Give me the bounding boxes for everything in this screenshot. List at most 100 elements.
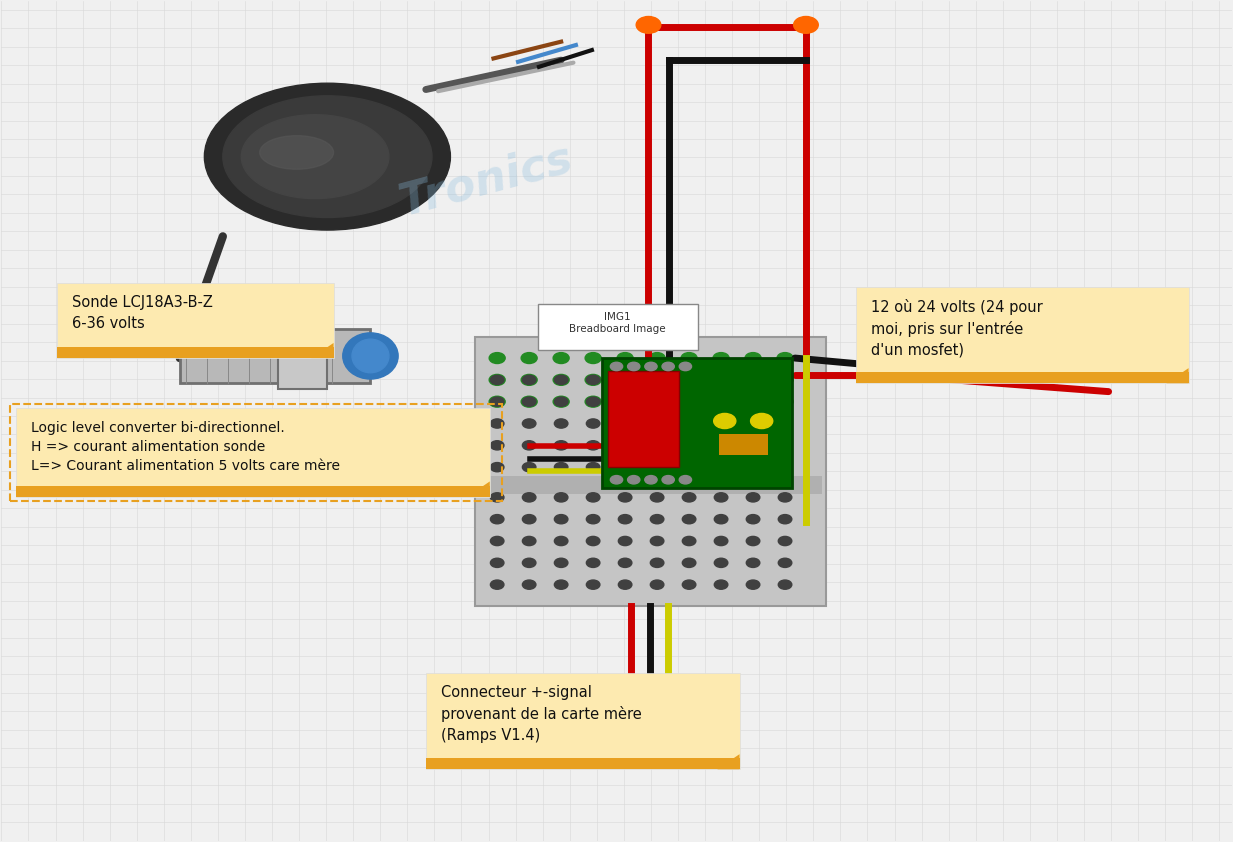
Circle shape <box>618 376 631 385</box>
FancyBboxPatch shape <box>608 370 679 467</box>
Ellipse shape <box>351 339 388 373</box>
Circle shape <box>682 376 695 385</box>
Circle shape <box>618 462 631 472</box>
Circle shape <box>714 419 727 428</box>
Circle shape <box>554 353 570 364</box>
Circle shape <box>778 419 792 428</box>
Circle shape <box>618 558 631 568</box>
Circle shape <box>778 580 792 589</box>
FancyBboxPatch shape <box>57 347 334 358</box>
FancyBboxPatch shape <box>180 328 370 383</box>
Circle shape <box>555 558 568 568</box>
Circle shape <box>490 375 506 386</box>
Circle shape <box>491 440 504 450</box>
Circle shape <box>778 440 792 450</box>
Circle shape <box>587 580 600 589</box>
Circle shape <box>587 514 600 524</box>
Circle shape <box>522 397 538 408</box>
Circle shape <box>746 493 760 502</box>
Circle shape <box>628 476 640 484</box>
Circle shape <box>650 462 663 472</box>
Circle shape <box>610 476 623 484</box>
Circle shape <box>523 462 536 472</box>
Polygon shape <box>467 482 490 497</box>
Text: Logic level converter bi-directionnel.
H => courant alimentation sonde
L=> Coura: Logic level converter bi-directionnel. H… <box>31 421 340 473</box>
Circle shape <box>587 419 600 428</box>
Circle shape <box>586 375 602 386</box>
Circle shape <box>682 493 695 502</box>
Circle shape <box>650 440 663 450</box>
Circle shape <box>794 17 819 34</box>
Circle shape <box>587 397 600 407</box>
Circle shape <box>714 462 727 472</box>
Circle shape <box>746 376 760 385</box>
Circle shape <box>682 580 695 589</box>
Circle shape <box>682 558 695 568</box>
Circle shape <box>714 413 736 429</box>
FancyBboxPatch shape <box>614 738 682 761</box>
Circle shape <box>618 493 631 502</box>
Circle shape <box>523 493 536 502</box>
Circle shape <box>587 376 600 385</box>
Circle shape <box>714 376 727 385</box>
Circle shape <box>554 375 570 386</box>
Circle shape <box>714 397 727 407</box>
Circle shape <box>751 413 773 429</box>
Circle shape <box>618 745 630 754</box>
Circle shape <box>650 580 663 589</box>
Circle shape <box>555 419 568 428</box>
Circle shape <box>586 397 602 408</box>
Circle shape <box>645 362 657 370</box>
Circle shape <box>491 376 504 385</box>
Circle shape <box>618 440 631 450</box>
Circle shape <box>777 397 793 408</box>
Circle shape <box>745 375 761 386</box>
Circle shape <box>746 558 760 568</box>
Circle shape <box>628 362 640 370</box>
Circle shape <box>681 397 697 408</box>
FancyBboxPatch shape <box>16 408 490 497</box>
Circle shape <box>491 397 504 407</box>
Circle shape <box>637 745 650 754</box>
Ellipse shape <box>260 136 334 169</box>
Circle shape <box>649 353 665 364</box>
Circle shape <box>586 353 602 364</box>
Circle shape <box>523 419 536 428</box>
Ellipse shape <box>223 96 432 217</box>
Circle shape <box>523 558 536 568</box>
Circle shape <box>714 580 727 589</box>
Polygon shape <box>312 343 334 358</box>
Circle shape <box>555 462 568 472</box>
Circle shape <box>554 397 570 408</box>
Circle shape <box>746 536 760 546</box>
FancyBboxPatch shape <box>857 287 1189 383</box>
Circle shape <box>746 462 760 472</box>
Circle shape <box>618 514 631 524</box>
Circle shape <box>650 514 663 524</box>
Circle shape <box>523 397 536 407</box>
Circle shape <box>679 476 692 484</box>
Circle shape <box>587 440 600 450</box>
FancyBboxPatch shape <box>16 486 490 497</box>
Circle shape <box>618 397 631 407</box>
FancyBboxPatch shape <box>602 358 793 488</box>
FancyBboxPatch shape <box>279 322 328 389</box>
Circle shape <box>650 376 663 385</box>
Circle shape <box>587 462 600 472</box>
Circle shape <box>490 397 506 408</box>
Circle shape <box>555 397 568 407</box>
Circle shape <box>491 419 504 428</box>
Circle shape <box>491 493 504 502</box>
Circle shape <box>491 580 504 589</box>
Circle shape <box>587 493 600 502</box>
Circle shape <box>746 419 760 428</box>
Circle shape <box>681 353 697 364</box>
Circle shape <box>681 375 697 386</box>
Circle shape <box>682 419 695 428</box>
Circle shape <box>682 440 695 450</box>
Circle shape <box>555 440 568 450</box>
FancyBboxPatch shape <box>425 673 740 770</box>
Circle shape <box>523 440 536 450</box>
Ellipse shape <box>242 115 388 199</box>
Text: 12 où 24 volts (24 pour
moi, pris sur l'entrée
d'un mosfet): 12 où 24 volts (24 pour moi, pris sur l'… <box>872 299 1043 358</box>
